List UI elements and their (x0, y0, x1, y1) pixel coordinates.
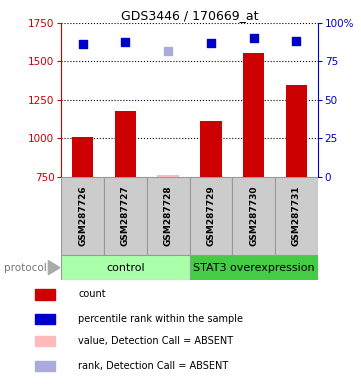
Text: value, Detection Call = ABSENT: value, Detection Call = ABSENT (78, 336, 234, 346)
Bar (35, 314, 55, 324)
Bar (35, 290, 55, 300)
Text: percentile rank within the sample: percentile rank within the sample (78, 314, 243, 324)
Text: GSM287729: GSM287729 (206, 185, 216, 247)
Text: GSM287727: GSM287727 (121, 185, 130, 247)
Bar (35, 336, 55, 346)
Bar (104, 177, 147, 255)
Bar (190, 255, 318, 280)
Bar (232, 177, 275, 255)
Point (165, 48, 171, 55)
Bar (190, 177, 232, 255)
Bar (61, 177, 104, 255)
Bar (72, 137, 93, 177)
Bar (61, 255, 190, 280)
Text: GSM287731: GSM287731 (292, 186, 301, 246)
Bar (286, 85, 307, 177)
Text: GSM287728: GSM287728 (164, 186, 173, 246)
Polygon shape (48, 261, 60, 275)
Point (251, 35, 256, 41)
Point (293, 38, 299, 45)
Text: rank, Detection Call = ABSENT: rank, Detection Call = ABSENT (78, 361, 229, 371)
Title: GDS3446 / 170669_at: GDS3446 / 170669_at (121, 9, 258, 22)
Bar (275, 177, 318, 255)
Bar (200, 121, 222, 177)
Text: count: count (78, 290, 106, 300)
Bar (115, 111, 136, 177)
Bar (147, 177, 190, 255)
Point (208, 40, 214, 46)
Point (80, 41, 86, 47)
Bar (35, 361, 55, 371)
Text: control: control (106, 263, 145, 273)
Bar (243, 53, 264, 177)
Text: STAT3 overexpression: STAT3 overexpression (193, 263, 314, 273)
Bar (157, 175, 179, 177)
Text: GSM287730: GSM287730 (249, 186, 258, 246)
Text: GSM287726: GSM287726 (78, 186, 87, 246)
Text: protocol: protocol (4, 263, 46, 273)
Point (123, 39, 129, 45)
